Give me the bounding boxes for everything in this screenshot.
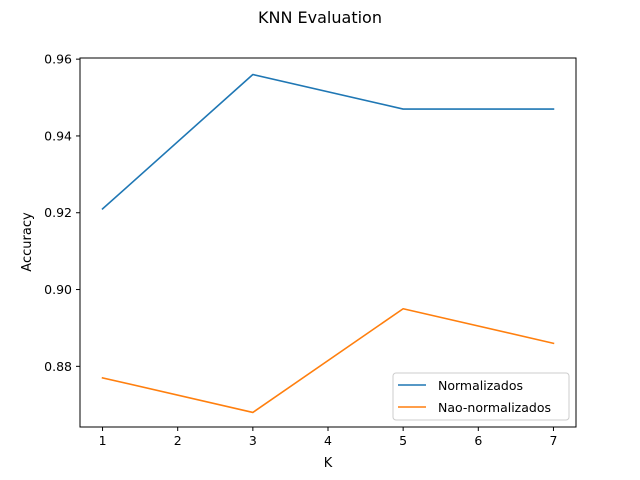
x-tick-label: 4 <box>324 433 332 448</box>
x-axis-label: K <box>324 456 333 471</box>
series-line-0 <box>101 73 555 211</box>
x-tick-label: 1 <box>99 433 107 448</box>
y-tick-label: 0.96 <box>44 52 72 67</box>
x-tick-label: 7 <box>549 433 557 448</box>
x-tick-label: 6 <box>474 433 482 448</box>
series-line-1 <box>101 307 555 414</box>
y-tick-label: 0.90 <box>44 282 72 297</box>
x-tick-label: 3 <box>249 433 257 448</box>
y-tick-label: 0.88 <box>44 359 72 374</box>
plot-area-frame <box>79 57 577 428</box>
legend: Normalizados Nao-normalizados <box>392 372 570 421</box>
y-tick-label: 0.92 <box>44 205 72 220</box>
legend-box <box>392 372 570 421</box>
y-tick-label: 0.94 <box>44 128 72 143</box>
x-tick-label: 2 <box>174 433 182 448</box>
legend-label-nao-normalizados: Nao-normalizados <box>438 400 551 415</box>
chart-title: KNN Evaluation <box>258 8 382 27</box>
ticks-layer: 1 2 3 4 5 6 7 0.88 0.90 0.92 0.94 0.96 <box>44 52 557 448</box>
x-tick-label: 5 <box>399 433 407 448</box>
y-axis-label: Accuracy <box>20 212 35 272</box>
series-layer <box>101 73 555 414</box>
legend-label-normalizados: Normalizados <box>438 378 523 393</box>
